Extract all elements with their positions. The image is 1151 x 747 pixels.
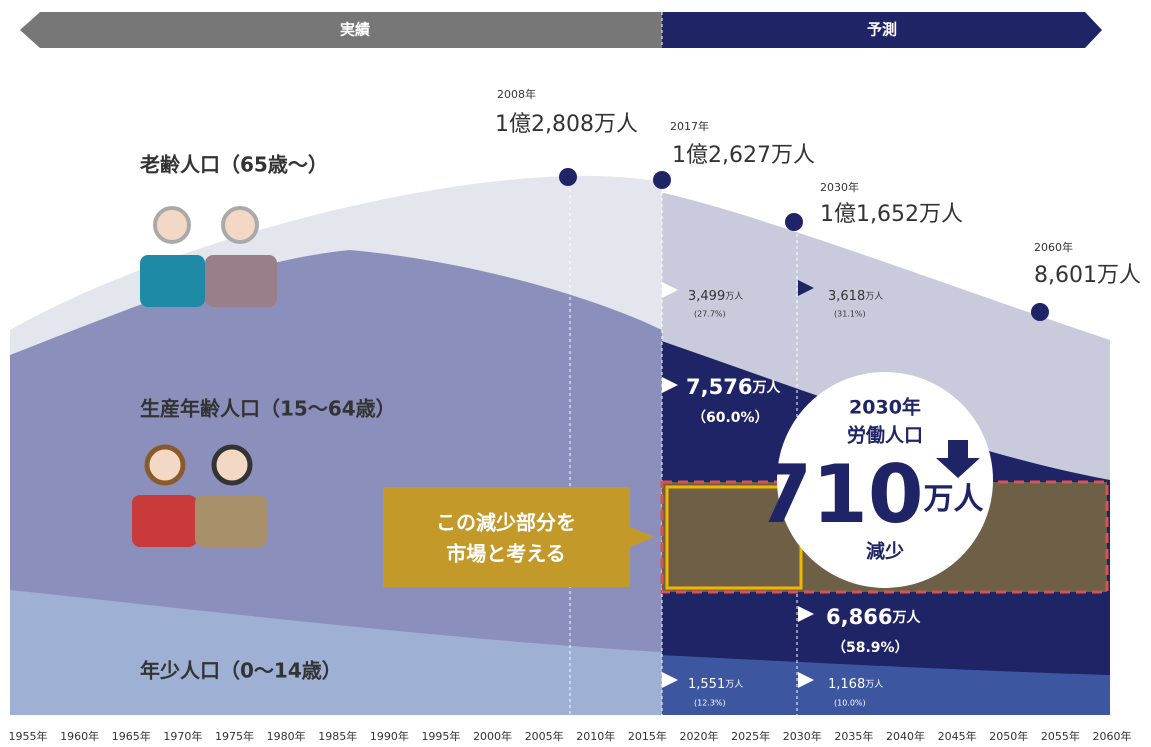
- value: 1,551万人: [688, 677, 743, 692]
- callout-line: この減少部分を: [436, 511, 576, 535]
- area-working: [10, 250, 662, 715]
- total-year: 2017年: [670, 119, 709, 133]
- actual-areas: [10, 175, 662, 715]
- decline-circle: 2030年 労働人口 710万人 減少: [757, 372, 993, 588]
- down-arrow: [936, 440, 980, 478]
- year-label: 1975年: [215, 729, 254, 743]
- totals: 2008年 1億2,808万人 2017年 1億2,627万人 2030年 1億…: [495, 87, 1141, 288]
- year-label: 2015年: [628, 729, 667, 743]
- year-label: 2040年: [886, 729, 925, 743]
- total-year: 2008年: [497, 87, 536, 101]
- year-label: 1980年: [267, 729, 306, 743]
- year-label: 2000年: [473, 729, 512, 743]
- banner-actual-label: 実績: [340, 21, 370, 39]
- circle-label: 労働人口: [847, 424, 923, 447]
- pointer: [798, 606, 814, 622]
- group-label: 生産年齢人口（15～64歳）: [140, 397, 396, 421]
- circle-year: 2030年: [849, 396, 921, 419]
- share: (27.7%): [694, 310, 726, 319]
- pointer: [662, 377, 678, 393]
- circle-value: 710万人: [757, 448, 984, 541]
- banner: 実績 予測: [20, 12, 1102, 48]
- share: (12.3%): [694, 699, 726, 708]
- value: 1,168万人: [828, 677, 883, 692]
- share: （60.0%）: [692, 410, 769, 426]
- circle: [777, 372, 993, 588]
- banner-actual: [20, 12, 662, 48]
- pointer: [662, 282, 678, 298]
- area-youth-f: [662, 655, 1110, 715]
- icon-body: [132, 495, 197, 547]
- banner-forecast: [662, 12, 1102, 48]
- value: 3,618万人: [828, 289, 883, 304]
- circle-change: 減少: [866, 540, 904, 563]
- icon-head: [211, 444, 253, 486]
- dot: [1031, 303, 1049, 321]
- banner-forecast-label: 予測: [867, 21, 897, 39]
- dot: [785, 213, 803, 231]
- total-dots: [559, 168, 1049, 321]
- year-label: 1970年: [163, 729, 202, 743]
- icon-body: [195, 495, 267, 547]
- year-label: 2010年: [576, 729, 615, 743]
- year-axis: 1955年 1960年 1965年 1970年 1975年 1980年 1985年 1990年…: [9, 729, 1132, 743]
- year-label: 2055年: [1041, 729, 1080, 743]
- total-value: 1億2,808万人: [495, 112, 638, 137]
- year-label: 1995年: [421, 729, 460, 743]
- callout-line: 市場と考える: [446, 542, 565, 566]
- year-label: 1985年: [318, 729, 357, 743]
- pointer: [662, 672, 678, 688]
- icon-head: [144, 444, 186, 486]
- group-labels: 老齢人口（65歳～） 生産年齢人口（15～64歳） 年少人口（0～14歳）: [140, 153, 396, 683]
- year-label: 2045年: [938, 729, 977, 743]
- group-label: 年少人口（0～14歳）: [140, 659, 342, 683]
- total-value: 1億1,652万人: [820, 202, 963, 227]
- value: 3,499万人: [688, 289, 743, 304]
- share: (10.0%): [834, 699, 866, 708]
- icon-head: [221, 206, 259, 244]
- year-label: 1965年: [112, 729, 151, 743]
- value: 7,576万人: [686, 375, 781, 399]
- total-year: 2060年: [1034, 240, 1073, 254]
- year-label: 2025年: [731, 729, 770, 743]
- dot: [653, 171, 671, 189]
- year-label: 2060年: [1093, 729, 1132, 743]
- dot: [559, 168, 577, 186]
- pointer: [798, 280, 814, 296]
- total-value: 8,601万人: [1034, 263, 1141, 288]
- area-youth: [10, 590, 662, 715]
- pointer: [798, 672, 814, 688]
- year-label: 2020年: [680, 729, 719, 743]
- total-value: 1億2,627万人: [672, 143, 815, 168]
- share: (31.1%): [834, 310, 866, 319]
- icon-head: [153, 206, 191, 244]
- year-label: 2030年: [783, 729, 822, 743]
- year-label: 2035年: [834, 729, 873, 743]
- icon-body: [140, 255, 205, 307]
- total-year: 2030年: [820, 180, 859, 194]
- callout: この減少部分を 市場と考える: [383, 487, 655, 587]
- year-label: 2005年: [525, 729, 564, 743]
- value: 6,866万人: [826, 605, 921, 629]
- year-label: 2050年: [989, 729, 1028, 743]
- year-label: 1960年: [60, 729, 99, 743]
- icon-body: [205, 255, 277, 307]
- share: （58.9%）: [832, 640, 909, 656]
- callout-box: [383, 487, 655, 587]
- group-label: 老齢人口（65歳～）: [140, 153, 328, 177]
- year-label: 1990年: [370, 729, 409, 743]
- people-icons: [132, 206, 277, 547]
- year-label: 1955年: [9, 729, 48, 743]
- breakdown: 3,499万人 (27.7%) 3,618万人 (31.1%) 7,576万人 …: [662, 280, 921, 708]
